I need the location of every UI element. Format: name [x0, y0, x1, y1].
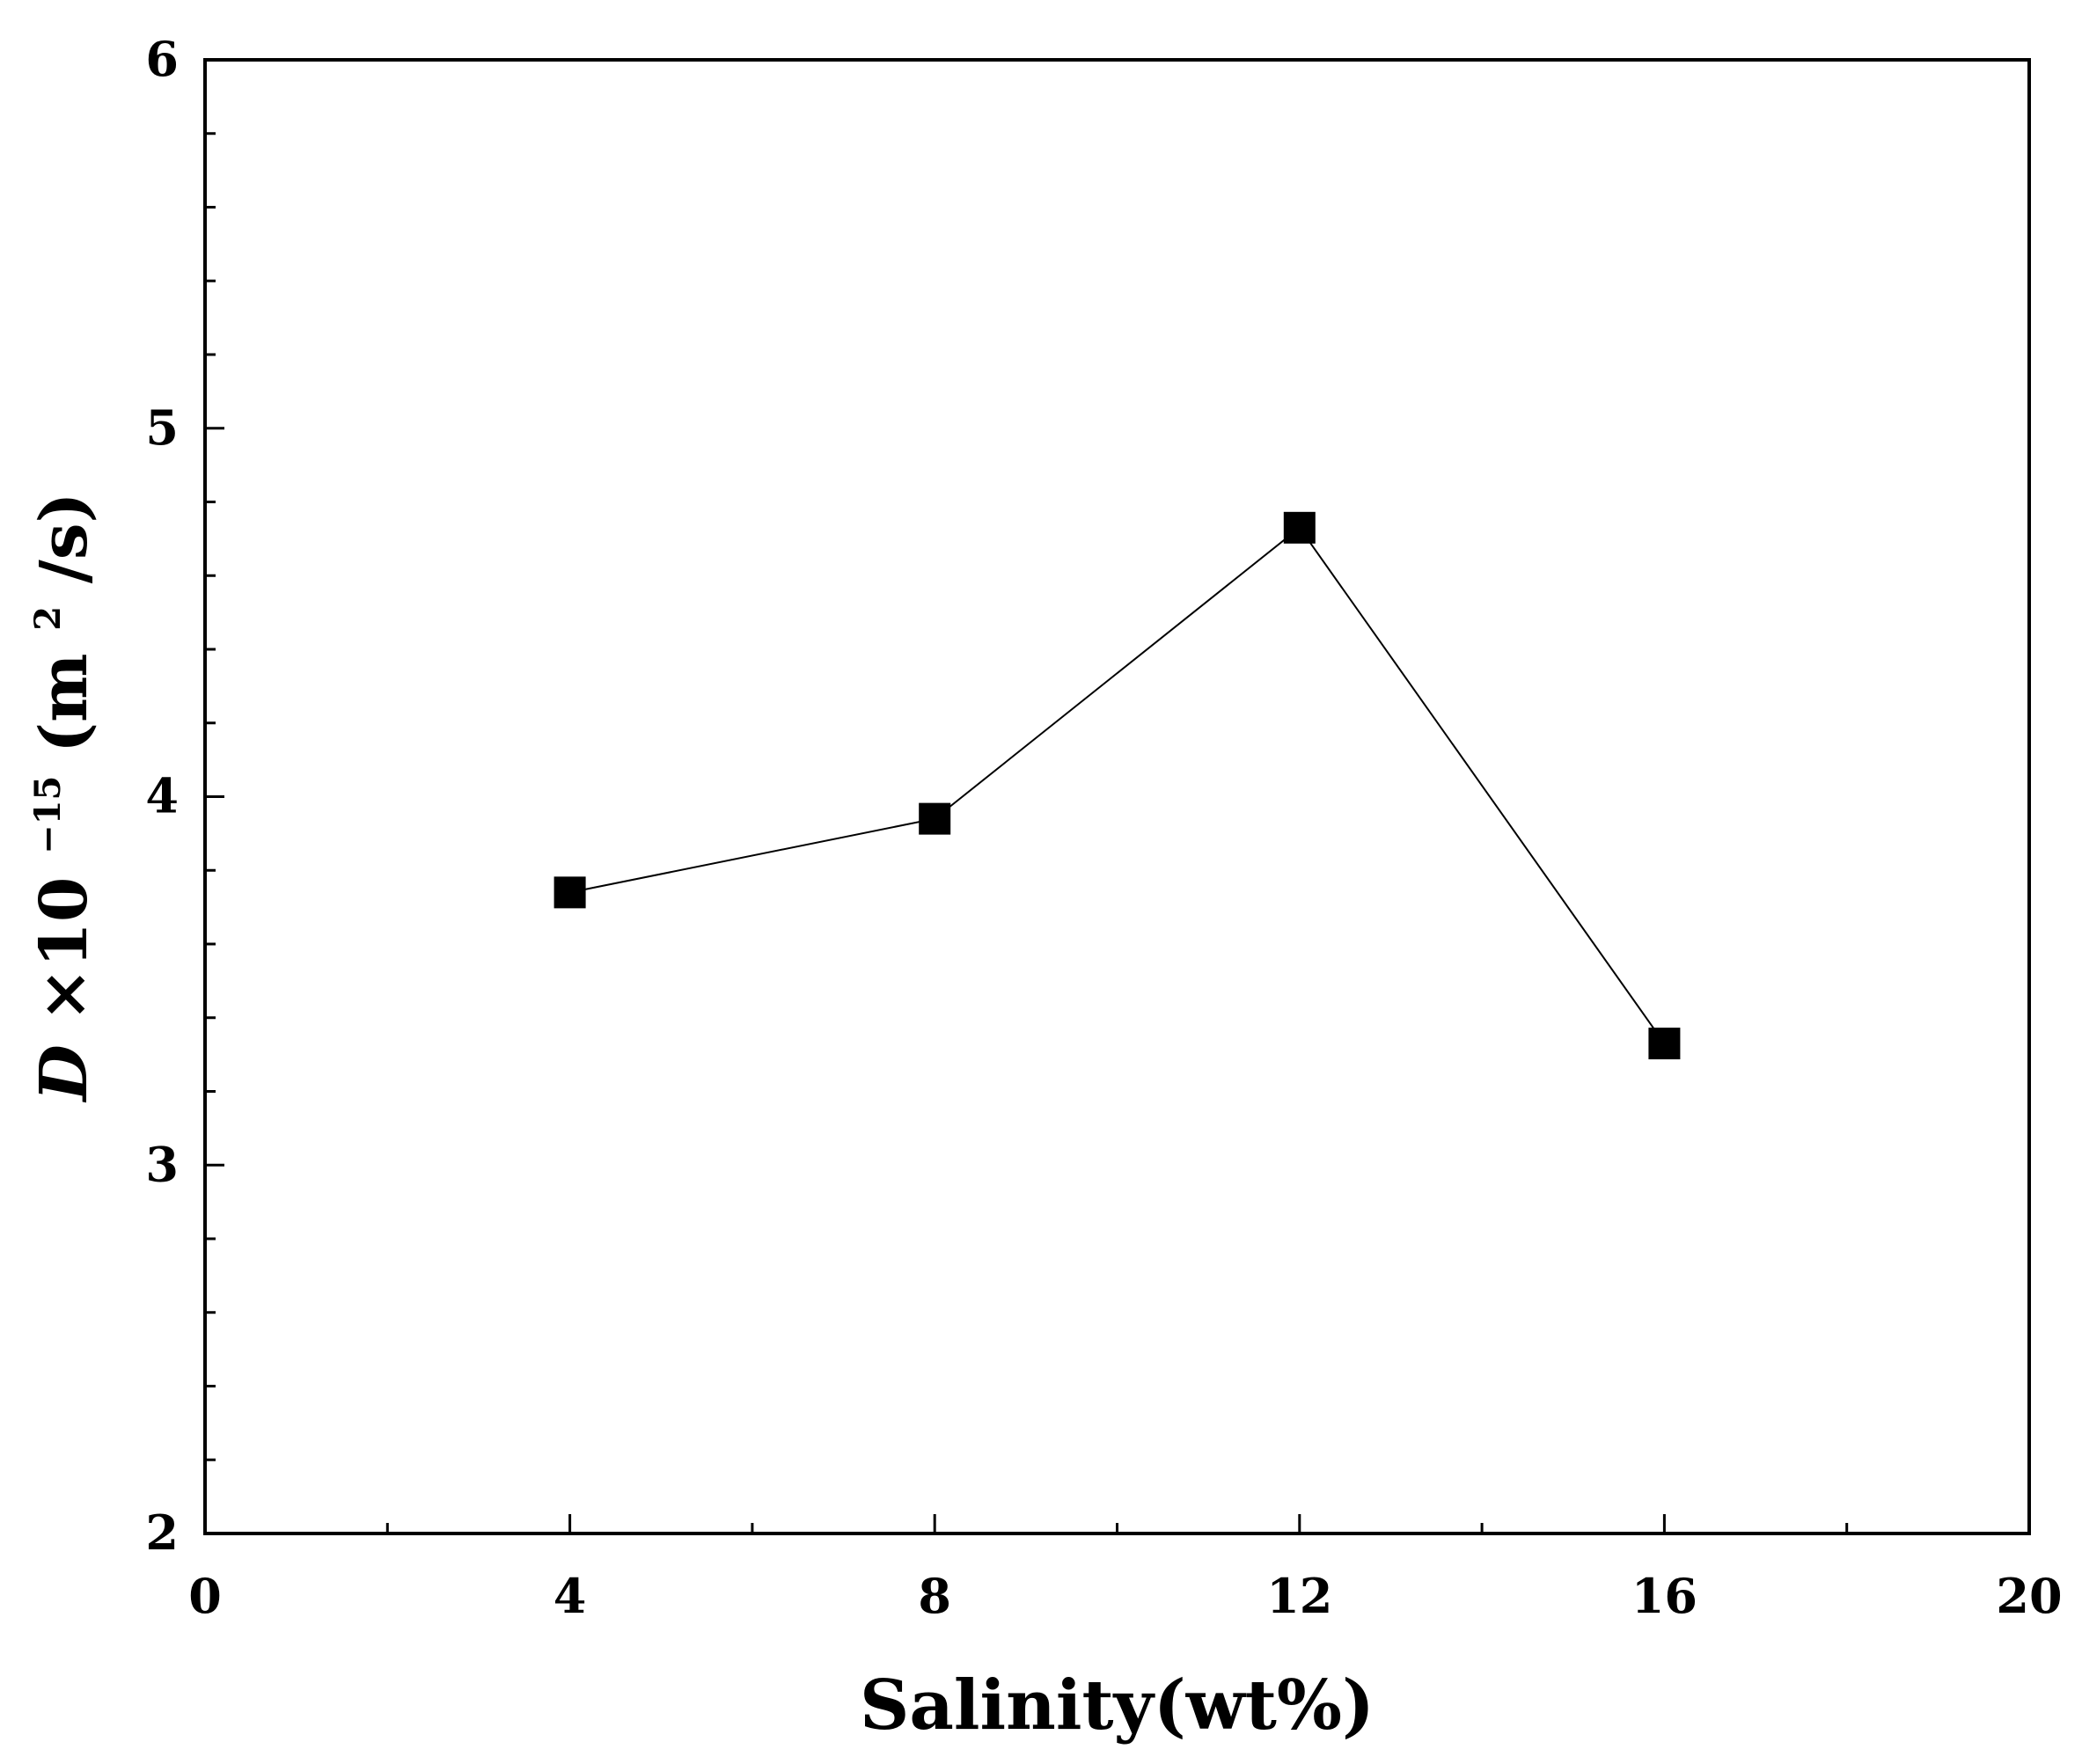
data-point-marker	[1283, 511, 1316, 544]
data-point-marker	[553, 876, 586, 909]
x-tick-label: 20	[1996, 1568, 2062, 1624]
y-tick-label: 6	[145, 31, 179, 87]
y-axis-unit-open: (m	[26, 654, 102, 753]
x-tick-label: 16	[1631, 1568, 1697, 1624]
x-tick-label: 8	[918, 1568, 951, 1624]
tick-labels: 0 4 8 12 16 20 2 3 4 5 6	[145, 31, 2062, 1624]
y-tick-label: 3	[145, 1136, 179, 1192]
axis-ticks	[203, 58, 2031, 1535]
x-tick-label: 0	[188, 1568, 222, 1624]
data-series	[553, 511, 1681, 1060]
data-point-marker	[1648, 1028, 1681, 1060]
y-axis-symbol: D	[26, 1044, 102, 1102]
y-tick-label: 5	[145, 399, 179, 456]
series-line	[569, 526, 1666, 1044]
y-tick-label: 2	[145, 1504, 179, 1561]
x-axis-title: Salinity(wt%)	[860, 1665, 1375, 1746]
y-axis-title: D ×10 −15 (m 2 /s)	[0, 492, 102, 1102]
data-point-marker	[919, 802, 951, 835]
x-tick-label: 12	[1266, 1568, 1332, 1624]
y-axis-exponent: −15	[27, 776, 69, 854]
y-axis-unit-exponent: 2	[27, 606, 69, 631]
x-tick-label: 4	[553, 1568, 587, 1624]
y-tick-label: 4	[145, 768, 179, 824]
y-axis-times: ×10	[26, 877, 102, 1022]
y-axis-unit-close: /s)	[26, 492, 102, 583]
